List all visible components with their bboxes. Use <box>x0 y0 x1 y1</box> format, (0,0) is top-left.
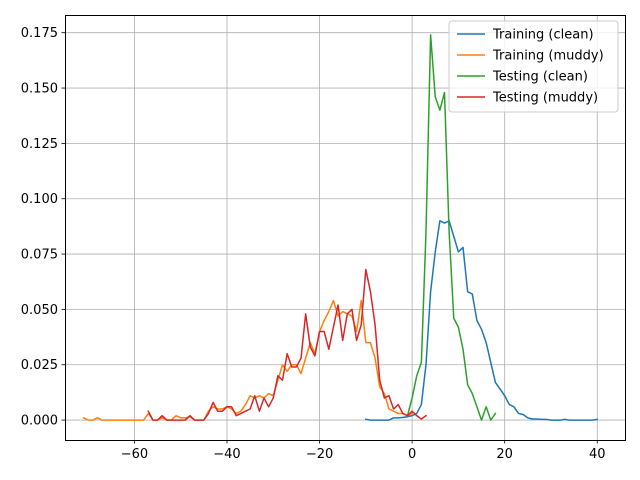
legend-label: Testing (clean) <box>492 70 588 85</box>
x-tick-label: 0 <box>408 447 416 462</box>
y-axis: 0.000 0.025 0.050 0.075 0.100 0.125 0.150 0.175 <box>21 26 65 429</box>
series-lines <box>82 34 599 421</box>
plot-frame <box>65 15 626 441</box>
legend: Training (clean) Training (muddy) Testing … <box>448 20 619 113</box>
y-tick-label: 0.125 <box>21 137 58 152</box>
x-tick-label: −40 <box>213 447 240 462</box>
x-tick-label: −20 <box>306 447 333 462</box>
series-line-testing-clean <box>406 34 497 421</box>
series-line-training-clean <box>364 220 599 421</box>
y-tick-label: 0.025 <box>21 358 58 373</box>
y-tick-label: 0.100 <box>21 192 58 207</box>
legend-label: Testing (muddy) <box>492 91 598 106</box>
x-tick-label: −60 <box>121 447 148 462</box>
y-tick-label: 0.150 <box>21 82 58 97</box>
series-line-testing-muddy <box>147 268 428 421</box>
y-tick-label: 0.000 <box>21 414 58 429</box>
x-axis: −60 −40 −20 0 20 40 <box>121 440 606 462</box>
series-line-training-muddy <box>82 299 414 421</box>
legend-label: Training (clean) <box>492 28 594 43</box>
y-tick-label: 0.175 <box>21 26 58 41</box>
x-tick-label: 40 <box>589 447 606 462</box>
legend-label: Training (muddy) <box>492 49 604 64</box>
legend-box <box>448 20 619 113</box>
y-tick-label: 0.050 <box>21 303 58 318</box>
y-tick-label: 0.075 <box>21 248 58 263</box>
x-tick-label: 20 <box>496 447 513 462</box>
